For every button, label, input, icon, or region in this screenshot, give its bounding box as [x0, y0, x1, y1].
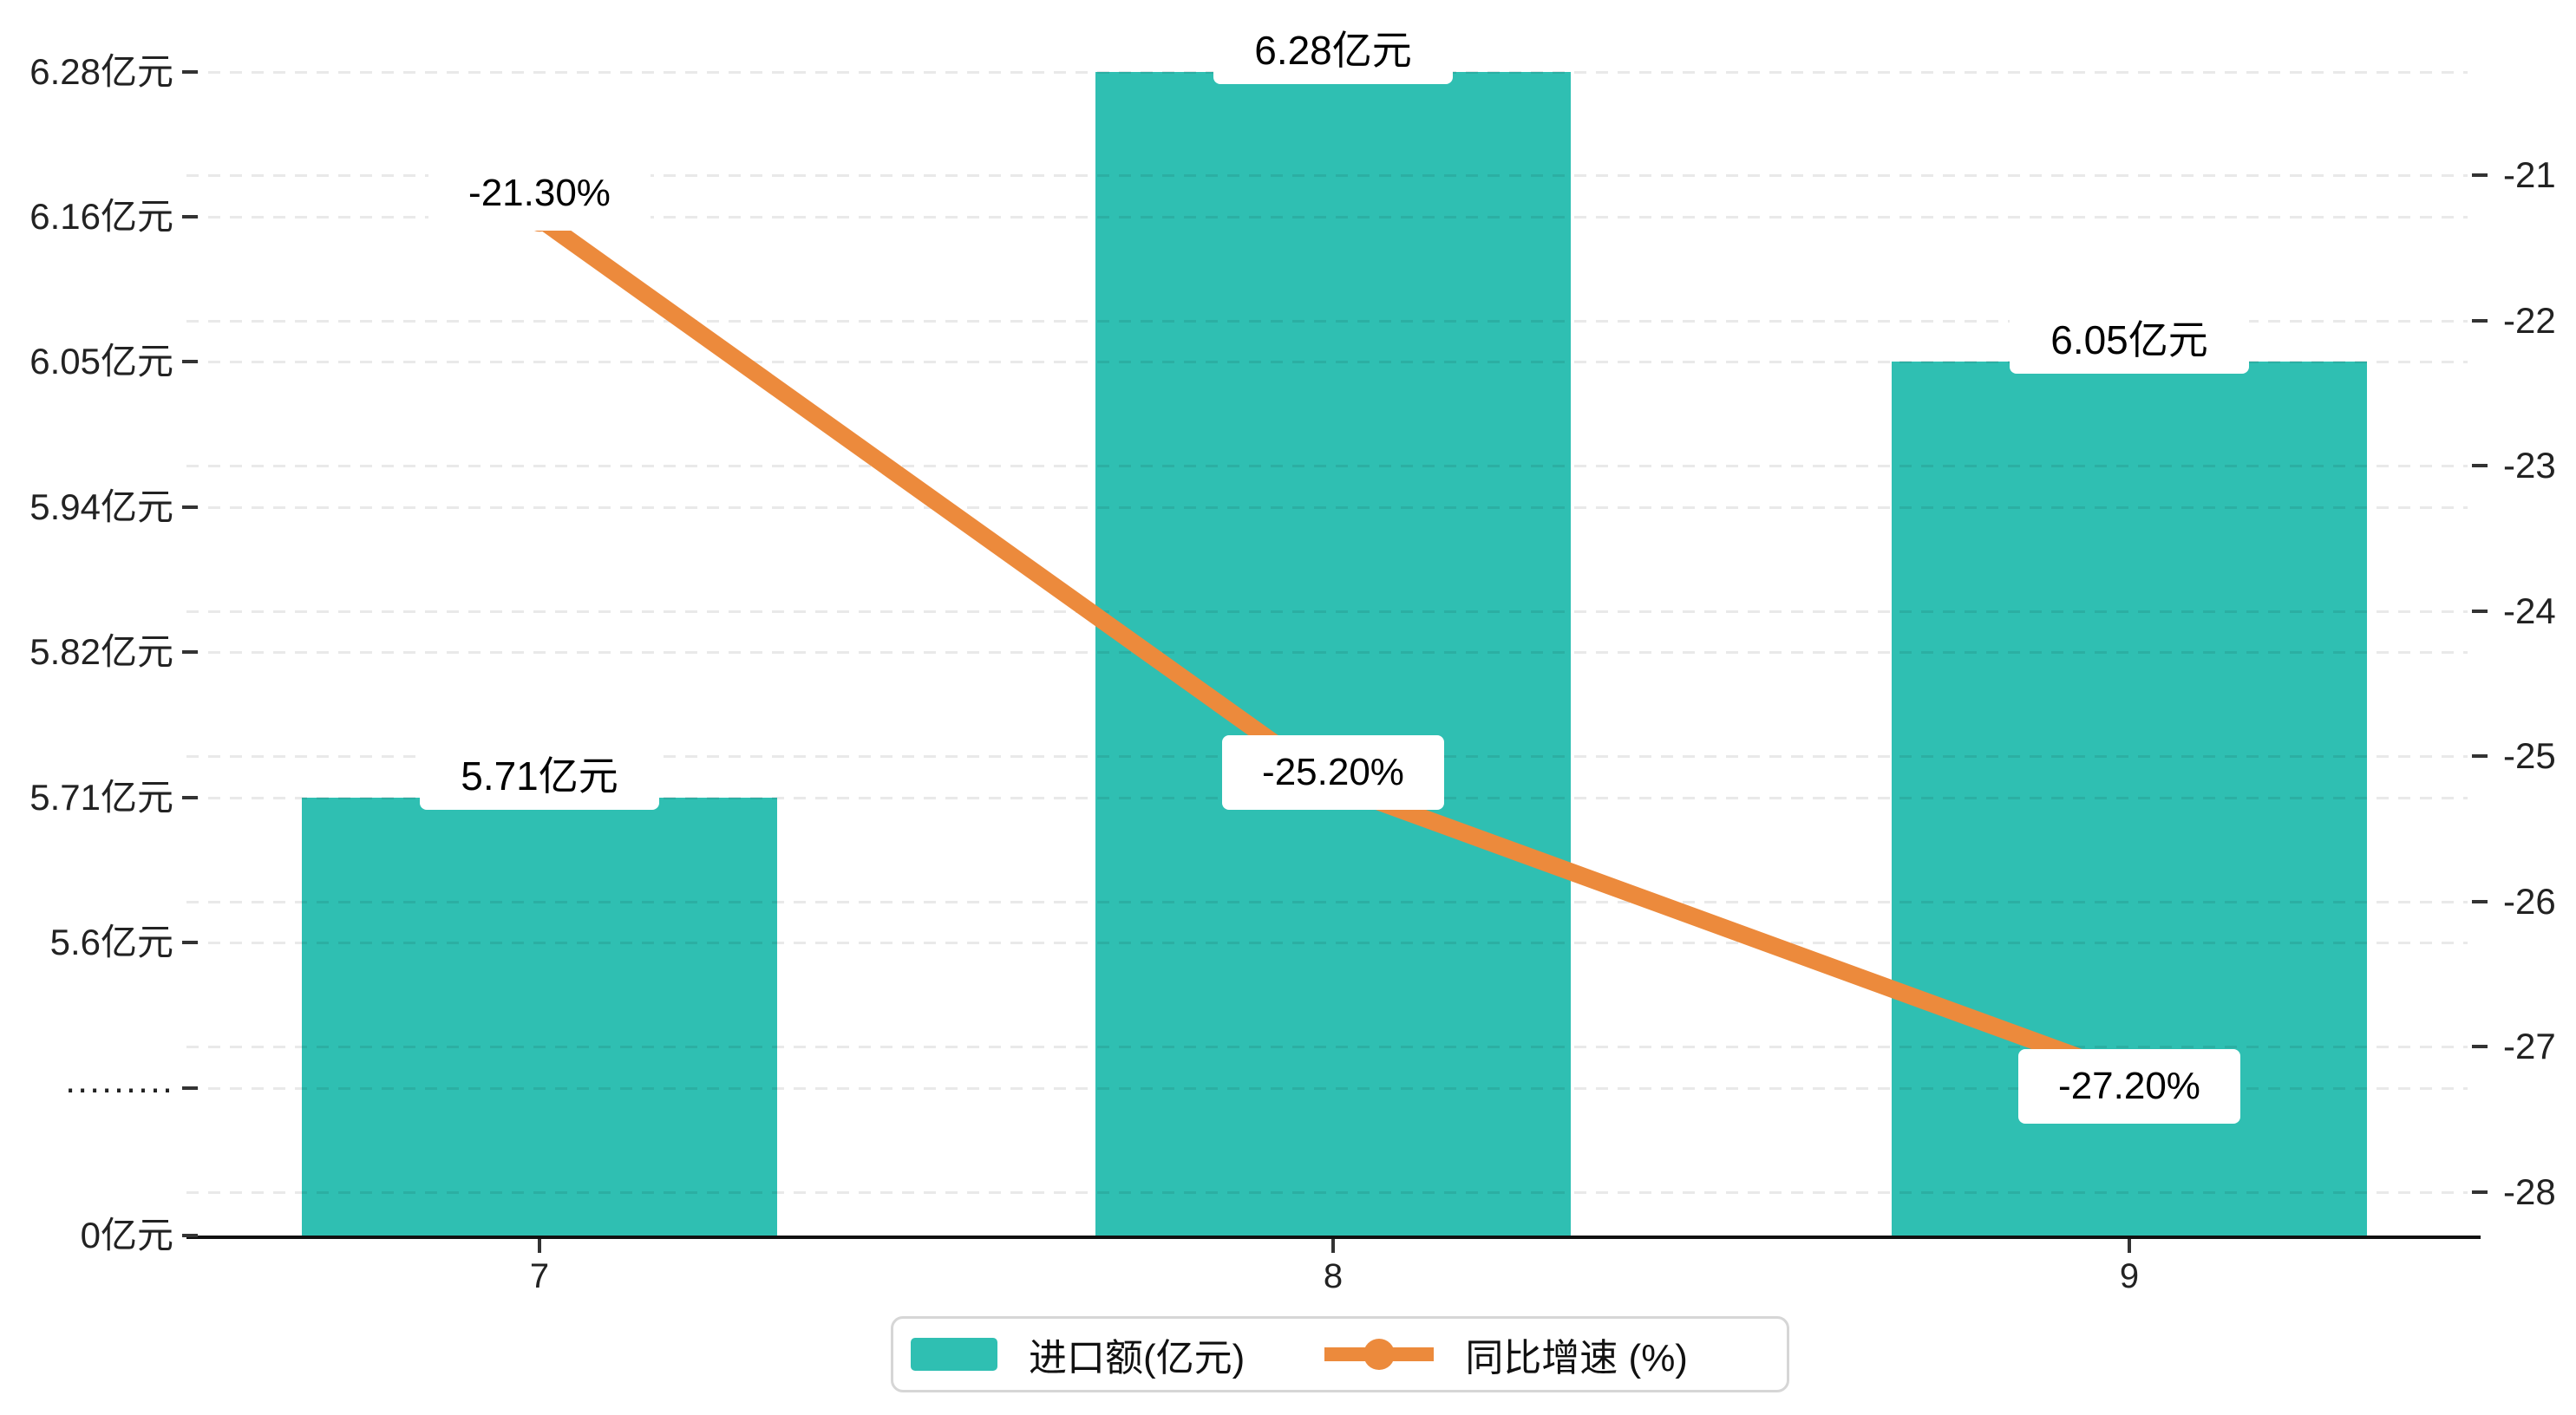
line-series-marker-icon [1324, 1337, 1435, 1372]
right-axis-tick [2472, 1190, 2488, 1194]
left-axis-tick-label: 6.16亿元 [29, 196, 173, 237]
left-axis-tick [182, 70, 198, 74]
left-axis-tick [182, 215, 198, 218]
gridline [186, 216, 2468, 218]
x-axis-category-label: 8 [1323, 1257, 1344, 1295]
right-axis-tick-label: -27 [2503, 1026, 2556, 1066]
right-axis-tick [2472, 1045, 2488, 1048]
gridline [186, 506, 2468, 509]
left-axis-tick [182, 1234, 198, 1237]
left-axis-tick-label: 5.6亿元 [49, 922, 173, 962]
gridline [186, 174, 2468, 177]
x-axis-tick [538, 1239, 541, 1253]
bar-value-label: 6.28亿元 [1213, 11, 1453, 84]
legend-item-import-value[interactable]: 进口额(亿元) [911, 1327, 1245, 1382]
line-value-label: -21.30% [428, 156, 651, 231]
x-axis-category-label: 9 [2119, 1257, 2140, 1295]
right-axis-tick-label: -22 [2503, 300, 2556, 341]
gridline [186, 901, 2468, 903]
right-axis-tick [2472, 319, 2488, 323]
right-axis-tick-label: -21 [2503, 154, 2556, 195]
right-axis-tick [2472, 754, 2488, 758]
left-axis-tick-label: 5.94亿元 [29, 486, 173, 527]
left-axis-tick [182, 650, 198, 654]
gridline [186, 465, 2468, 467]
bar-series-swatch-icon [911, 1338, 997, 1371]
gridline [186, 361, 2468, 363]
right-axis-tick [2472, 464, 2488, 467]
left-axis-tick-label: 0亿元 [80, 1215, 173, 1255]
gridline [186, 1191, 2468, 1194]
left-axis-tick [182, 505, 198, 509]
import-value-bar[interactable] [1095, 72, 1571, 1237]
legend-label-yoy-growth: 同比增速 (%) [1465, 1337, 1688, 1379]
right-axis-tick-label: -25 [2503, 735, 2556, 776]
gridline [186, 610, 2468, 613]
bar-value-label: 6.05亿元 [2010, 301, 2249, 374]
left-axis-tick [182, 1086, 198, 1090]
bar-value-label: 5.71亿元 [420, 737, 659, 810]
right-axis-tick-label: -23 [2503, 445, 2556, 486]
left-axis-tick [182, 796, 198, 799]
import-value-bar[interactable] [302, 798, 777, 1237]
x-axis-category-label: 7 [529, 1257, 550, 1295]
legend-item-yoy-growth[interactable]: 同比增速 (%) [1324, 1327, 1688, 1382]
right-axis-tick-label: -24 [2503, 590, 2556, 631]
legend: 进口额(亿元) 同比增速 (%) [891, 1316, 1789, 1392]
left-axis-tick-label: 5.82亿元 [29, 631, 173, 672]
gridline [186, 942, 2468, 944]
right-axis-tick [2472, 900, 2488, 903]
gridline [186, 651, 2468, 654]
left-axis-tick [182, 360, 198, 363]
left-axis-tick-label: 5.71亿元 [29, 777, 173, 818]
left-axis-tick-label: 6.05亿元 [29, 341, 173, 381]
left-axis-tick-label: 6.28亿元 [29, 51, 173, 92]
line-value-label: -25.20% [1222, 734, 1444, 810]
x-axis-tick [1331, 1239, 1335, 1253]
right-axis-tick [2472, 610, 2488, 613]
left-axis-tick-label: ········· [64, 1067, 173, 1108]
right-axis-tick-label: -28 [2503, 1171, 2556, 1212]
gridline [186, 320, 2468, 323]
right-axis-tick-label: -26 [2503, 881, 2556, 922]
gridline [186, 1087, 2468, 1090]
left-axis-tick [182, 941, 198, 944]
x-axis-tick [2128, 1239, 2131, 1253]
x-axis-line [186, 1236, 2481, 1239]
line-value-label: -27.20% [2018, 1048, 2240, 1124]
right-axis-tick [2472, 173, 2488, 177]
gridline [186, 1046, 2468, 1048]
legend-label-import-value: 进口额(亿元) [1029, 1337, 1246, 1379]
